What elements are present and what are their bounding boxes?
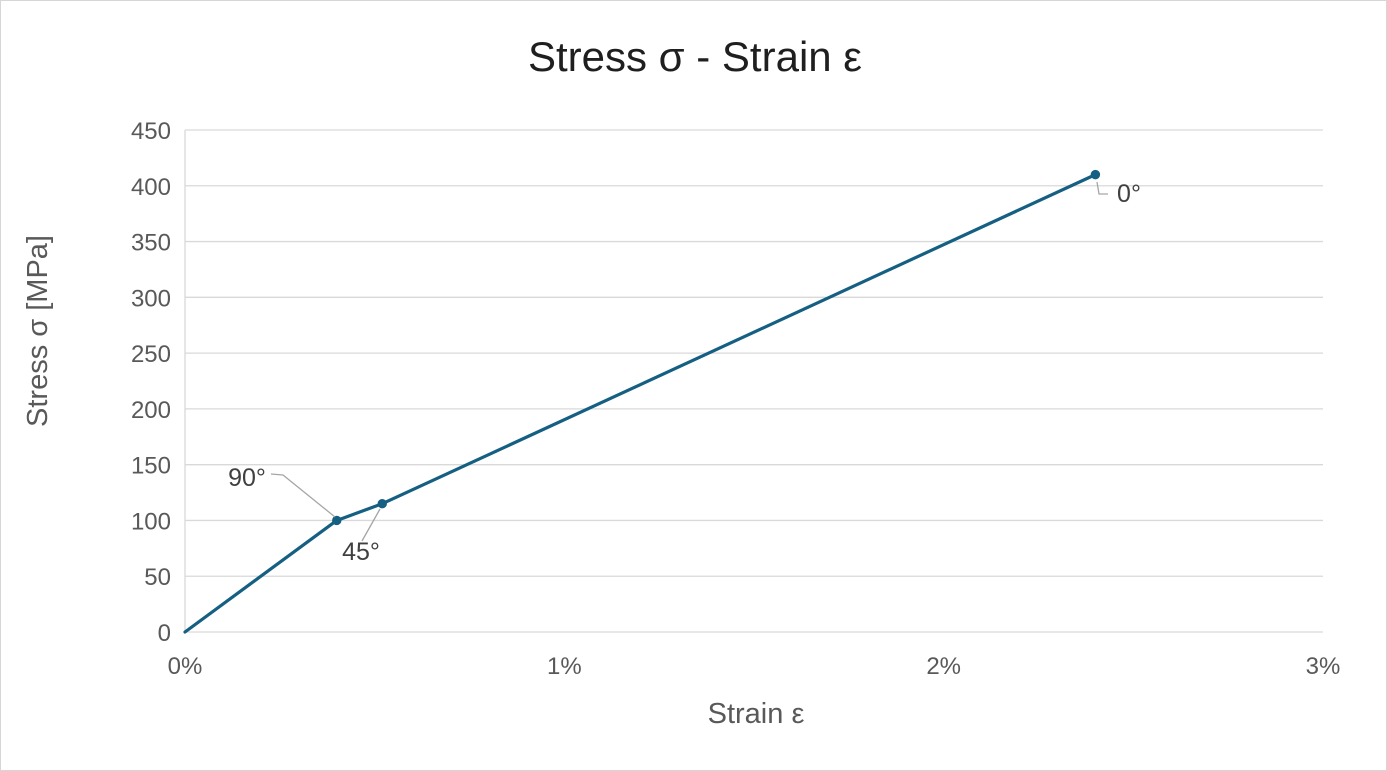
y-tick-label: 350 <box>131 230 171 257</box>
y-axis-title: Stress σ [MPa] <box>22 235 54 427</box>
y-tick-label: 400 <box>131 174 171 201</box>
y-tick-label: 300 <box>131 285 171 312</box>
y-tick-label: 450 <box>131 118 171 145</box>
x-tick-label: 1% <box>547 653 582 680</box>
series-markers <box>332 169 1101 526</box>
gridlines <box>185 129 1323 633</box>
annotation-label: 0° <box>1117 180 1141 208</box>
data-point-marker <box>332 515 342 526</box>
annotation-label: 90° <box>228 464 266 492</box>
data-point-marker <box>1090 169 1101 180</box>
y-tick-label: 100 <box>131 508 171 535</box>
y-tick-label: 0 <box>158 620 171 647</box>
x-axis-title: Strain ε <box>708 698 805 730</box>
annotation-leader-line <box>270 473 336 518</box>
y-tick-label: 250 <box>131 341 171 368</box>
annotation-leader-line <box>361 508 381 542</box>
x-tick-label: 3% <box>1306 653 1341 680</box>
series-lines <box>183 173 1098 634</box>
y-tick-label: 200 <box>131 397 171 424</box>
data-point-marker <box>377 499 387 509</box>
x-tick-label: 2% <box>926 653 961 680</box>
annotation-leader-lines <box>270 181 1108 542</box>
annotation-leader-line <box>1096 181 1108 195</box>
annotation-labels: 90° 45° 0° <box>228 180 1141 566</box>
y-tick-labels: 0 50 100 150 200 250 300 350 400 450 <box>131 118 171 647</box>
x-tick-labels: 0% 1% 2% 3% <box>168 653 1341 680</box>
series-line <box>183 173 1098 634</box>
chart-title: Stress σ - Strain ε <box>528 33 862 80</box>
y-tick-label: 50 <box>144 564 171 591</box>
y-tick-label: 150 <box>131 453 171 480</box>
x-tick-label: 0% <box>168 653 203 680</box>
annotation-label: 45° <box>342 538 380 566</box>
